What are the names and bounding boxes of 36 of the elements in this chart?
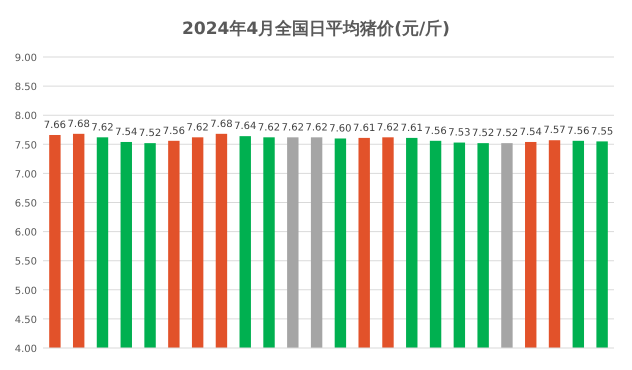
data-label: 7.54 (115, 126, 138, 138)
y-tick-label: 4.00 (14, 344, 37, 355)
data-label: 7.56 (162, 126, 185, 137)
y-tick-label: 5.50 (14, 256, 37, 268)
data-label: 7.53 (448, 128, 470, 139)
data-label: 7.62 (91, 122, 114, 134)
data-label: 7.66 (44, 120, 66, 131)
data-label: 7.62 (186, 122, 209, 134)
data-label: 7.52 (138, 128, 162, 140)
y-tick-label: 7.50 (14, 140, 37, 152)
data-label: 7.54 (520, 126, 542, 138)
data-label: 7.56 (424, 126, 447, 137)
chart-title: 2024年4月全国日平均猪价(元/斤) (182, 19, 450, 39)
data-label: 7.52 (496, 128, 518, 140)
y-tick-label: 8.00 (14, 111, 37, 122)
data-label: 7.62 (258, 122, 280, 134)
data-label: 7.60 (329, 123, 352, 134)
data-label: 7.64 (234, 121, 256, 132)
y-tick-label: 6.00 (14, 228, 37, 239)
y-tick-label: 4.50 (14, 314, 37, 326)
data-label: 7.61 (353, 122, 376, 134)
data-label: 7.62 (282, 122, 304, 134)
data-label: 7.56 (567, 126, 590, 137)
data-label: 7.55 (590, 126, 614, 138)
data-label: 7.62 (376, 122, 400, 134)
data-label: 7.68 (210, 118, 233, 130)
data-label: 7.61 (400, 122, 423, 134)
data-label: 7.57 (543, 125, 566, 136)
y-tick-label: 5.00 (14, 286, 37, 297)
y-tick-label: 6.50 (14, 198, 37, 210)
data-label: 7.68 (68, 118, 90, 130)
y-tick-label: 9.00 (14, 53, 37, 64)
y-tick-label: 8.50 (14, 82, 37, 94)
y-tick-label: 7.00 (14, 169, 37, 180)
data-label: 7.62 (305, 122, 328, 134)
data-label: 7.52 (472, 128, 494, 140)
